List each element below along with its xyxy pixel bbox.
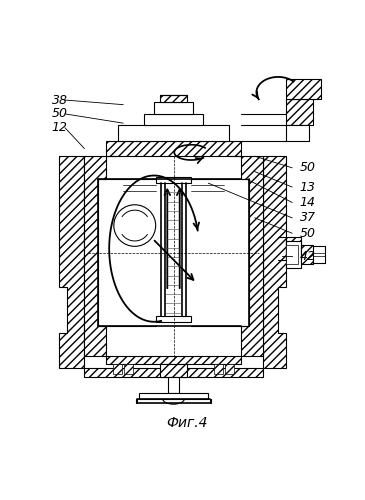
Polygon shape (113, 364, 122, 374)
Polygon shape (286, 79, 321, 98)
Text: 42: 42 (300, 250, 316, 263)
Text: Фиг.4: Фиг.4 (167, 416, 208, 430)
Polygon shape (286, 126, 309, 141)
Polygon shape (84, 156, 106, 356)
Polygon shape (154, 102, 193, 114)
Polygon shape (124, 364, 133, 374)
Polygon shape (286, 98, 313, 126)
Polygon shape (84, 368, 263, 377)
Polygon shape (241, 156, 263, 356)
Polygon shape (59, 156, 84, 368)
Text: 13: 13 (300, 180, 316, 194)
Polygon shape (106, 141, 241, 156)
Polygon shape (160, 364, 187, 377)
Polygon shape (157, 316, 191, 322)
Text: 50: 50 (300, 227, 316, 240)
Polygon shape (144, 114, 203, 126)
Text: 50: 50 (52, 108, 68, 120)
Text: 50: 50 (300, 162, 316, 174)
Text: 38: 38 (52, 94, 68, 106)
Polygon shape (224, 364, 234, 374)
Text: 14: 14 (300, 196, 316, 209)
Text: 12: 12 (52, 122, 68, 134)
Polygon shape (139, 392, 208, 399)
Polygon shape (118, 126, 229, 141)
Text: 37: 37 (300, 212, 316, 224)
Polygon shape (168, 377, 179, 392)
Polygon shape (214, 364, 223, 374)
Polygon shape (263, 156, 301, 368)
Polygon shape (106, 356, 241, 364)
Polygon shape (286, 241, 301, 268)
Polygon shape (160, 94, 187, 102)
Polygon shape (157, 177, 191, 183)
Polygon shape (301, 245, 313, 264)
Polygon shape (286, 245, 297, 264)
